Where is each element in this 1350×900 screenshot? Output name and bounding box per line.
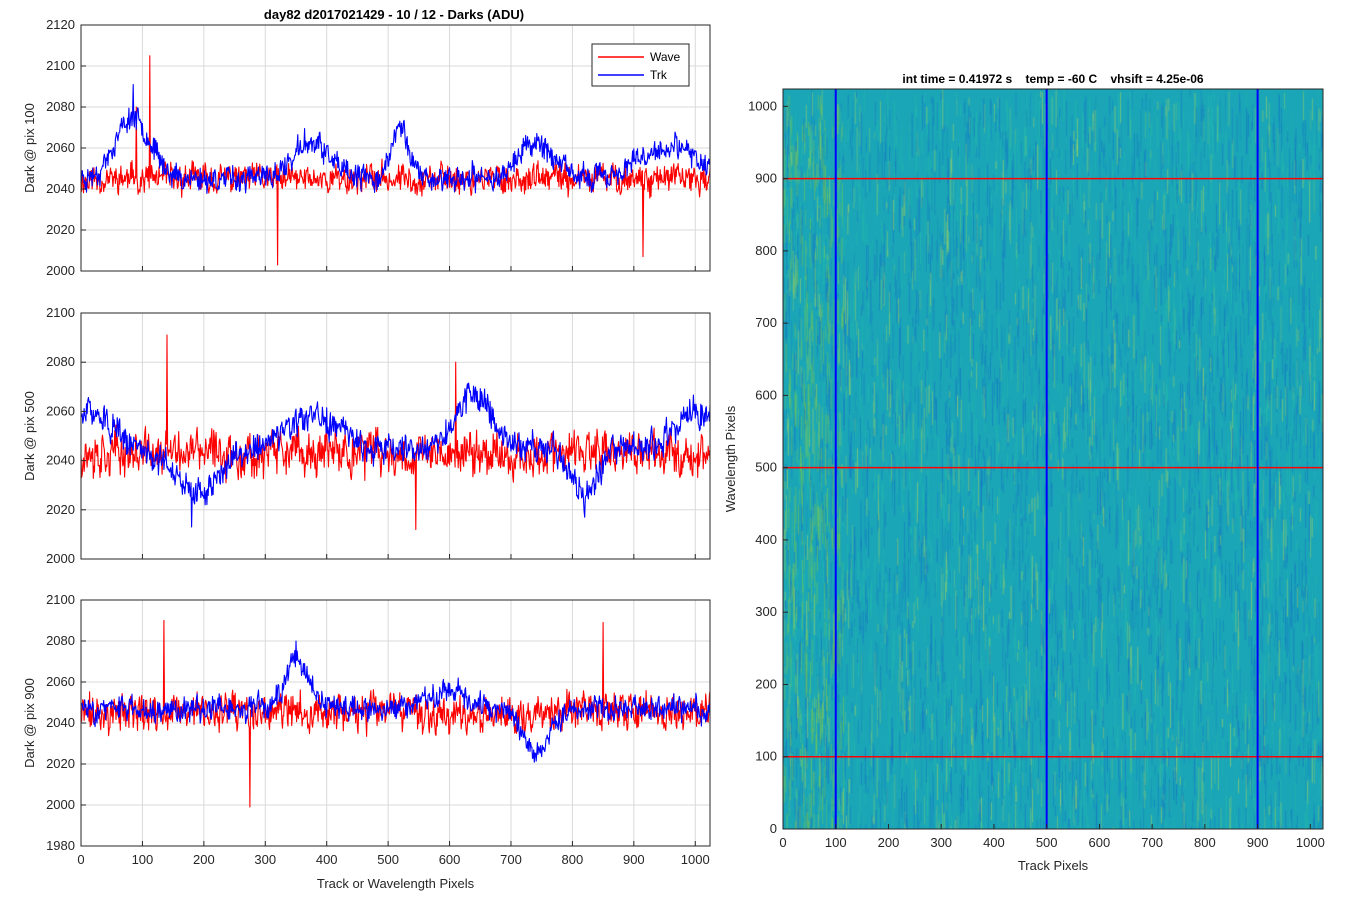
line-panel-1: 2000 2020 2040 2060 2080 2100 2120 Dark @ pix 1… [22, 17, 711, 278]
y-tick-label: 2100 [46, 592, 75, 607]
series-line-trk [80, 640, 711, 763]
y-tick-label: 2000 [46, 263, 75, 278]
x-tick-label: 700 [1141, 835, 1163, 850]
x-tick-label: 900 [1247, 835, 1269, 850]
x-axis-label: Track or Wavelength Pixels [317, 876, 475, 891]
x-tick-label: 100 [825, 835, 847, 850]
y-tick-label: 200 [755, 676, 777, 691]
y-tick-label: 1000 [748, 98, 777, 113]
x-tick-label: 900 [623, 852, 645, 867]
y-tick-label: 2040 [46, 715, 75, 730]
legend-label-trk: Trk [650, 68, 668, 82]
x-tick-label: 0 [779, 835, 786, 850]
x-tick-label: 500 [377, 852, 399, 867]
series-line-trk [80, 83, 711, 195]
legend-box [591, 43, 690, 87]
legend-label-wave: Wave [650, 50, 681, 64]
y-tick-label: 0 [770, 821, 777, 836]
y-tick-label: 2100 [46, 305, 75, 320]
y-tick-label: 2040 [46, 181, 75, 196]
x-tick-label: 400 [983, 835, 1005, 850]
y-tick-label: 1980 [46, 838, 75, 853]
y-axis-label: Dark @ pix 100 [22, 103, 37, 193]
y-tick-label: 2080 [46, 354, 75, 369]
x-tick-label: 1000 [1296, 835, 1325, 850]
y-tick-label: 2000 [46, 797, 75, 812]
line-panel-2: 2000 2020 2040 2060 2080 2100 Dark @ pix 500 [22, 305, 711, 566]
y-tick-label: 700 [755, 315, 777, 330]
y-tick-label: 2040 [46, 453, 75, 468]
y-tick-label: 500 [755, 460, 777, 475]
series-line-wave [80, 55, 711, 266]
y-tick-label: 2000 [46, 551, 75, 566]
axes-box [782, 88, 1324, 830]
figure-title: day82 d2017021429 - 10 / 12 - Darks (ADU… [264, 7, 524, 22]
x-tick-label: 500 [1036, 835, 1058, 850]
heatmap-title: int time = 0.41972 s temp = -60 C vhsift… [902, 72, 1203, 86]
x-tick-label: 1000 [681, 852, 710, 867]
y-axis-label: Wavelength Pixels [723, 405, 738, 512]
x-tick-label: 200 [878, 835, 900, 850]
y-tick-label: 2020 [46, 502, 75, 517]
x-tick-label: 100 [132, 852, 154, 867]
x-tick-label: 200 [193, 852, 215, 867]
y-tick-label: 2020 [46, 222, 75, 237]
x-tick-label: 300 [930, 835, 952, 850]
y-axis-label: Dark @ pix 500 [22, 391, 37, 481]
x-tick-label: 600 [1089, 835, 1111, 850]
y-tick-label: 600 [755, 387, 777, 402]
y-tick-label: 900 [755, 171, 777, 186]
y-tick-label: 800 [755, 243, 777, 258]
x-tick-label: 800 [562, 852, 584, 867]
heatmap-panel: 0 100 200 300 400 500 600 700 800 900 1000 0 100 200 3… [723, 72, 1325, 873]
series-line-wave [80, 334, 711, 531]
y-tick-label: 2060 [46, 140, 75, 155]
y-tick-label: 300 [755, 604, 777, 619]
x-axis-label: Track Pixels [1018, 858, 1089, 873]
series-line-trk [80, 382, 711, 528]
y-tick-label: 2080 [46, 633, 75, 648]
y-tick-label: 2020 [46, 756, 75, 771]
x-tick-label: 0 [77, 852, 84, 867]
x-tick-label: 700 [500, 852, 522, 867]
axes-box [80, 312, 711, 560]
y-tick-label: 2060 [46, 403, 75, 418]
x-tick-label: 300 [254, 852, 276, 867]
y-tick-label: 100 [755, 749, 777, 764]
y-tick-label: 400 [755, 532, 777, 547]
y-tick-label: 2080 [46, 99, 75, 114]
x-tick-label: 400 [316, 852, 338, 867]
x-tick-label: 600 [439, 852, 461, 867]
y-tick-label: 2060 [46, 674, 75, 689]
y-tick-label: 2100 [46, 58, 75, 73]
line-panel-3: 0 100 200 300 400 500 600 700 800 900 1000 1980 2000… [22, 592, 711, 891]
x-tick-label: 800 [1194, 835, 1216, 850]
heatmap-image [783, 89, 1323, 829]
legend: Wave Trk [591, 43, 690, 87]
y-axis-label: Dark @ pix 900 [22, 678, 37, 768]
y-tick-label: 2120 [46, 17, 75, 32]
